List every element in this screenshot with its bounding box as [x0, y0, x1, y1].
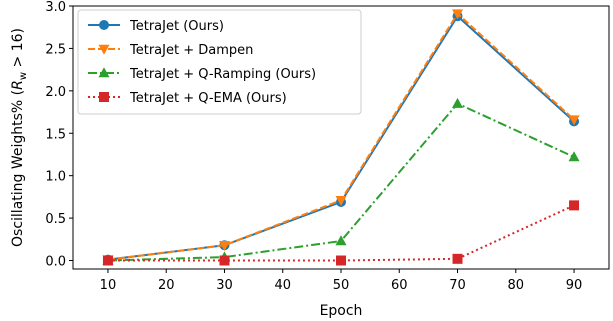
data-point	[335, 235, 347, 246]
x-axis-ticks: 10 20 30 40 50 60 70 80 90	[100, 269, 583, 293]
legend-item: TetraJet + Dampen	[88, 43, 253, 58]
x-tick-label: 90	[566, 278, 583, 293]
legend-frame	[77, 9, 362, 115]
legend-label: TetraJet (Ours)	[129, 19, 224, 34]
legend: TetraJet (Ours) TetraJet + Dampen TetraJet…	[77, 9, 362, 115]
plot-frame	[72, 5, 610, 270]
data-point	[219, 255, 230, 266]
y-tick-label: 2.0	[45, 85, 66, 100]
legend-marker	[99, 92, 109, 102]
y-tick-label: 3.0	[45, 0, 66, 15]
legend-marker	[98, 44, 110, 55]
series	[102, 200, 580, 266]
data-point	[102, 255, 113, 266]
y-tick-label: 0.5	[45, 212, 66, 227]
legend-marker	[99, 20, 109, 30]
y-axis-label-prefix: Oscillating Weights% (	[10, 90, 26, 247]
y-tick-label: 1.5	[45, 127, 66, 142]
x-tick-label: 60	[391, 278, 408, 293]
y-tick-label: 2.5	[45, 42, 66, 57]
data-point	[336, 255, 346, 266]
x-axis-label: Epoch	[320, 303, 363, 319]
legend-item: TetraJet + Q-Ramping (Ours)	[88, 67, 316, 82]
legend-label: TetraJet + Dampen	[129, 43, 253, 58]
y-tick-label: 1.0	[45, 170, 66, 185]
series-line	[107, 204, 575, 262]
series-layer	[102, 9, 580, 266]
y-axis-label-suffix: > 16)	[10, 28, 26, 72]
data-point	[568, 115, 580, 126]
data-point	[452, 9, 464, 20]
y-axis-label-var: R	[10, 80, 26, 90]
legend-item: TetraJet + Q-EMA (Ours)	[88, 91, 287, 106]
y-axis-label-sub: w	[18, 72, 29, 80]
x-tick-label: 10	[100, 278, 117, 293]
x-tick-label: 40	[274, 278, 291, 293]
data-point	[569, 200, 580, 211]
y-axis-ticks: 0.0 0.5 1.0 1.5 2.0 2.5 3.0	[45, 0, 73, 270]
y-axis-label: Oscillating Weights% (Rw > 16)	[10, 28, 29, 247]
x-tick-label: 20	[158, 278, 175, 293]
x-tick-label: 80	[508, 278, 525, 293]
data-point	[218, 240, 230, 251]
legend-marker	[98, 67, 110, 78]
data-point	[452, 97, 464, 108]
x-tick-label: 50	[333, 278, 350, 293]
data-point	[335, 196, 347, 207]
data-point	[452, 253, 463, 264]
legend-label: TetraJet + Q-Ramping (Ours)	[129, 67, 316, 82]
x-tick-label: 70	[449, 278, 466, 293]
series	[102, 97, 580, 265]
y-tick-label: 0.0	[45, 255, 66, 270]
data-point	[568, 151, 580, 162]
legend-item: TetraJet (Ours)	[88, 19, 224, 34]
legend-label: TetraJet + Q-EMA (Ours)	[129, 91, 287, 106]
x-tick-label: 30	[216, 278, 233, 293]
